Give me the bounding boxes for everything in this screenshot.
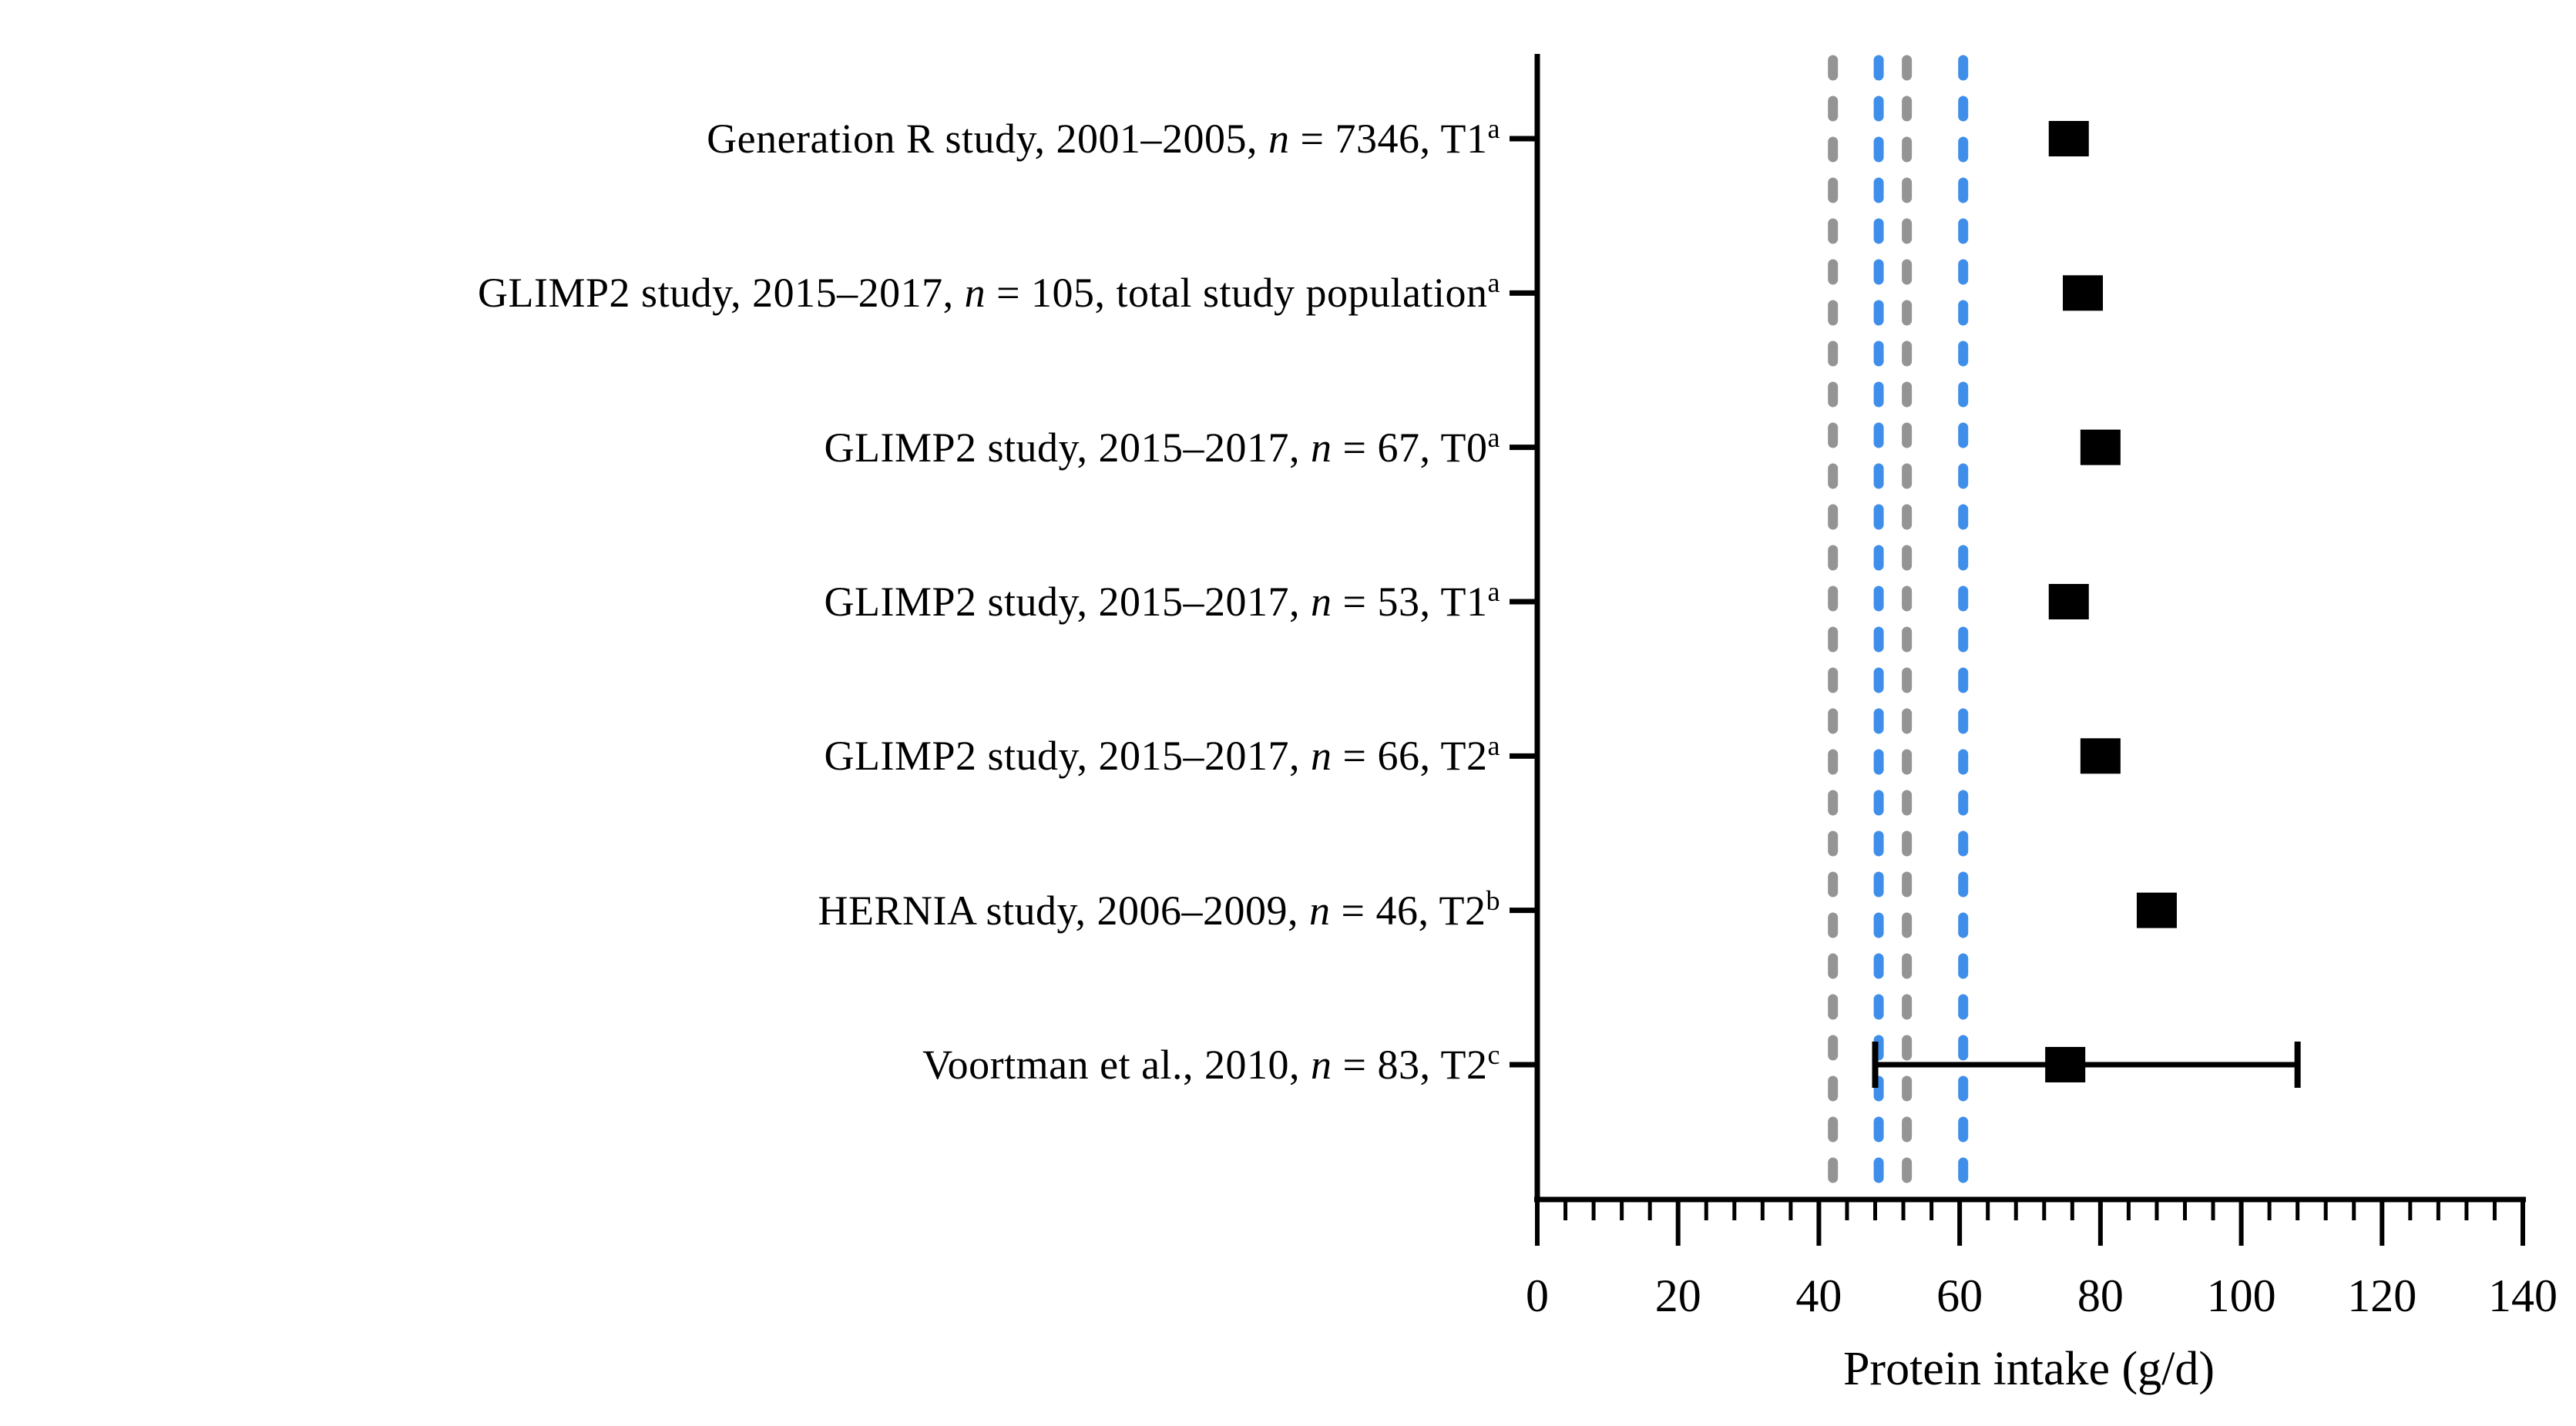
label-n-italic: n — [1309, 887, 1331, 934]
x-tick-label: 120 — [2347, 1270, 2416, 1321]
label-superscript: a — [1487, 730, 1500, 762]
label-n-italic: n — [964, 270, 986, 317]
label-superscript: c — [1487, 1038, 1500, 1070]
label-text: Generation R study, 2001–2005, — [707, 116, 1269, 162]
x-tick-label: 40 — [1795, 1270, 1842, 1321]
x-tick-label: 100 — [2207, 1270, 2276, 1321]
label-text: = 66, T2 — [1332, 733, 1488, 780]
data-marker-square — [2045, 1046, 2086, 1082]
label-text: GLIMP2 study, 2015–2017, — [478, 270, 965, 317]
label-n-italic: n — [1311, 578, 1332, 625]
category-label: GLIMP2 study, 2015–2017, n = 105, total … — [0, 260, 1500, 326]
data-marker-square — [2080, 429, 2121, 465]
x-tick-label: 80 — [2077, 1270, 2124, 1321]
label-text: = 46, T2 — [1330, 887, 1486, 934]
category-label: GLIMP2 study, 2015–2017, n = 53, T1a — [0, 569, 1500, 635]
data-marker-square — [2063, 275, 2104, 311]
label-superscript: a — [1487, 575, 1500, 607]
category-label: GLIMP2 study, 2015–2017, n = 67, T0a — [0, 414, 1500, 481]
data-marker-square — [2136, 892, 2177, 928]
x-tick-label: 0 — [1526, 1270, 1549, 1321]
category-label: Generation R study, 2001–2005, n = 7346,… — [0, 106, 1500, 172]
label-n-italic: n — [1268, 116, 1290, 162]
data-marker-square — [2048, 121, 2089, 156]
category-label: HERNIA study, 2006–2009, n = 46, T2b — [0, 877, 1500, 944]
data-marker-square — [2080, 738, 2121, 774]
label-text: = 53, T1 — [1332, 578, 1488, 625]
label-superscript: b — [1486, 884, 1500, 916]
category-label: GLIMP2 study, 2015–2017, n = 66, T2a — [0, 723, 1500, 789]
category-label: Voortman et al., 2010, n = 83, T2c — [0, 1032, 1500, 1098]
x-axis-title: Protein intake (g/d) — [1842, 1343, 2215, 1395]
label-text: HERNIA study, 2006–2009, — [818, 887, 1310, 934]
label-superscript: a — [1487, 267, 1500, 299]
label-text: = 67, T0 — [1332, 424, 1488, 471]
data-marker-square — [2048, 583, 2089, 619]
x-tick-label: 140 — [2488, 1270, 2558, 1321]
label-text: GLIMP2 study, 2015–2017, — [824, 733, 1312, 780]
label-text: = 105, total study population — [986, 270, 1488, 317]
x-tick-label: 20 — [1655, 1270, 1701, 1321]
label-superscript: a — [1487, 421, 1500, 453]
label-text: Voortman et al., 2010, — [922, 1041, 1312, 1088]
label-text: GLIMP2 study, 2015–2017, — [824, 424, 1312, 471]
label-text: = 7346, T1 — [1289, 116, 1488, 162]
label-text: = 83, T2 — [1332, 1041, 1488, 1088]
label-superscript: a — [1487, 113, 1500, 144]
label-n-italic: n — [1311, 1041, 1332, 1088]
x-tick-label: 60 — [1936, 1270, 1983, 1321]
label-text: GLIMP2 study, 2015–2017, — [824, 578, 1312, 625]
label-n-italic: n — [1311, 733, 1332, 780]
label-n-italic: n — [1311, 424, 1332, 471]
